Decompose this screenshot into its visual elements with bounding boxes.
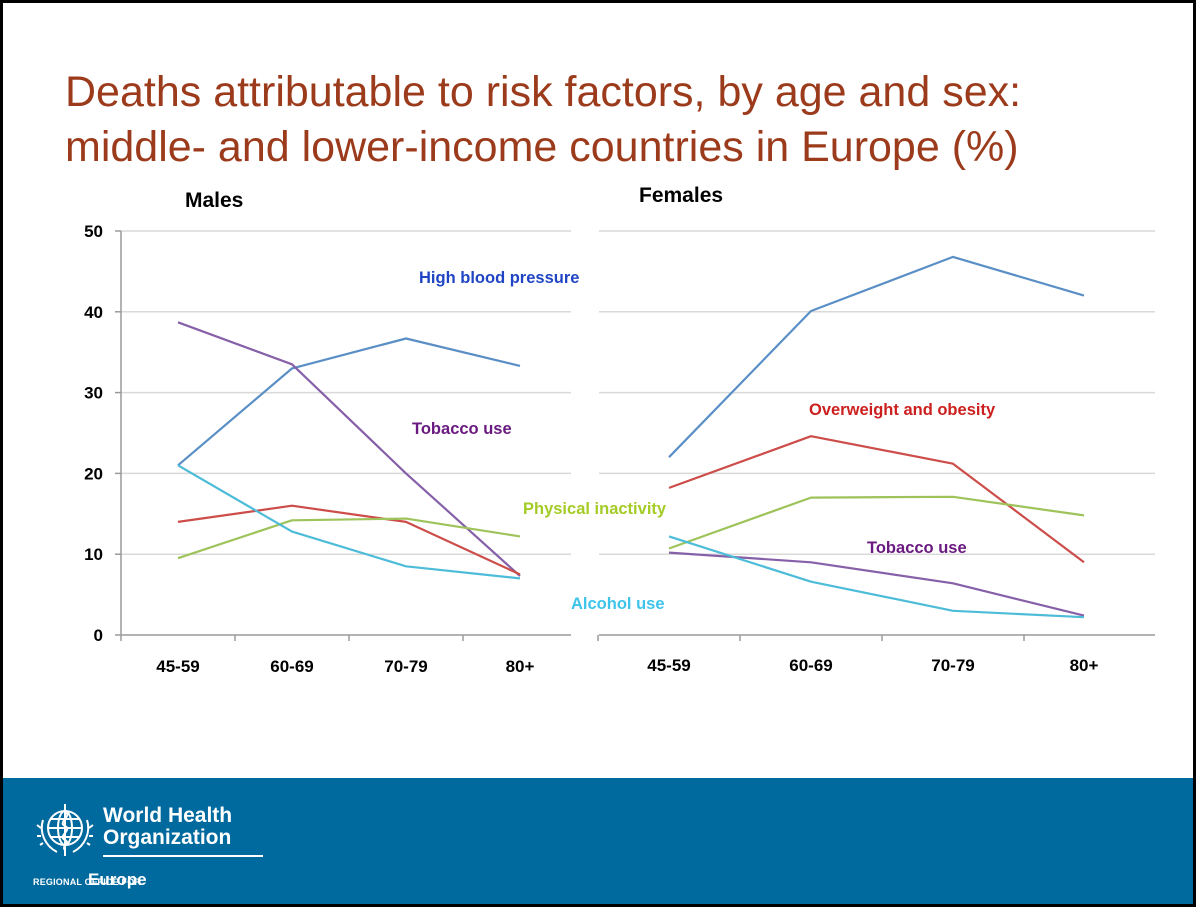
males-category-label: 60-69 (270, 657, 313, 676)
males-panel-title: Males (185, 189, 244, 212)
females-annotation-overweight-and-obesity: Overweight and obesity (809, 401, 996, 419)
males-y-tick-label: 20 (84, 464, 103, 483)
males-annotation-physical-inactivity: Physical inactivity (523, 500, 667, 518)
females-panel-title: Females (639, 184, 724, 207)
males-category-label: 70-79 (384, 657, 427, 676)
males-category-label: 80+ (506, 657, 535, 676)
males-y-tick-label: 40 (84, 303, 103, 322)
males-y-tick-label: 30 (84, 384, 103, 403)
females-series-high-blood-pressure (668, 255, 1085, 458)
who-regional-office-label: REGIONAL OFFICE FOR (33, 877, 142, 887)
males-annotation-tobacco-use: Tobacco use (412, 420, 512, 438)
males-y-tick-label: 10 (84, 545, 103, 564)
females-category-label: 80+ (1070, 656, 1099, 675)
females-series-physical-inactivity (668, 495, 1085, 550)
females-category-label: 70-79 (931, 656, 974, 675)
males-category-label: 45-59 (156, 657, 199, 676)
males-series-overweight-and-obesity (177, 504, 521, 576)
slide-title-line-2: middle- and lower-income countries in Eu… (65, 123, 1019, 171)
females-annotation-tobacco-use: Tobacco use (867, 539, 967, 557)
footer-bar: World Health Organization REGIONAL OFFIC… (3, 778, 1193, 904)
females-series-tobacco-use (668, 551, 1085, 617)
males-annotation-alcohol-use: Alcohol use (571, 595, 665, 613)
males-series-alcohol-use (177, 464, 521, 580)
males-y-tick-label: 0 (94, 626, 103, 645)
slide-title: Deaths attributable to risk factors, by … (65, 65, 1165, 175)
females-series-alcohol-use (668, 535, 1085, 619)
who-region-label: Europe (88, 870, 147, 889)
males-series-physical-inactivity (177, 517, 521, 560)
females-category-label: 60-69 (789, 656, 832, 675)
who-name-line-1: World Health (103, 804, 233, 827)
females-category-label: 45-59 (647, 656, 690, 675)
females-series-overweight-and-obesity (668, 435, 1085, 564)
males-series-high-blood-pressure (177, 337, 521, 467)
who-divider (103, 855, 263, 857)
risk-factor-chart: 0 10 20 30 40 50 45-59 60-69 70-79 80+ Tobacco use… (84, 222, 1155, 676)
males-y-tick-label: 50 (84, 222, 103, 241)
slide-title-line-1: Deaths attributable to risk factors, by … (65, 68, 1022, 116)
females-annotation-high-blood-pressure: High blood pressure (419, 269, 579, 287)
who-emblem-icon (36, 804, 94, 856)
males-series-tobacco-use (177, 321, 521, 577)
who-name-line-2: Organization (103, 826, 232, 849)
